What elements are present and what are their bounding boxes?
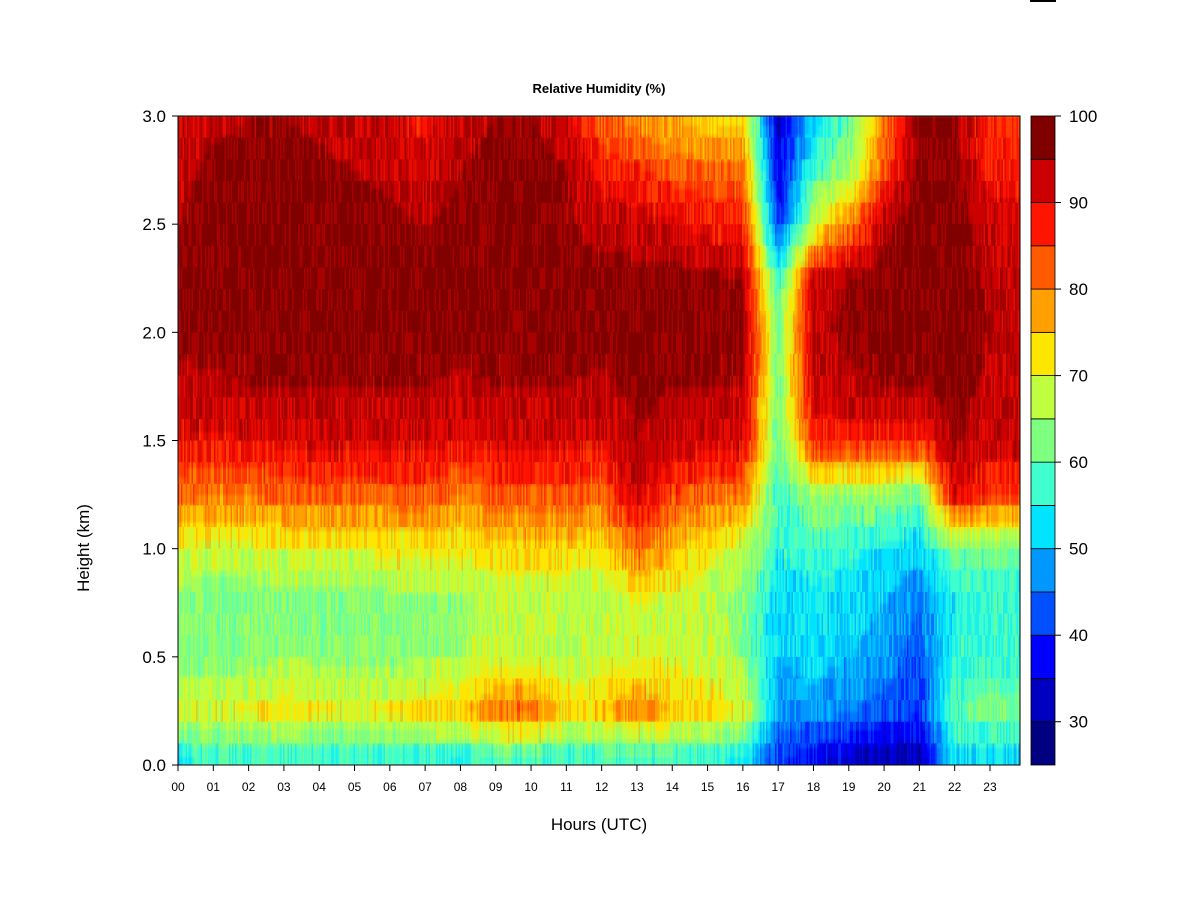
heatmap-plot-area <box>178 116 1020 765</box>
chart-title: Relative Humidity (%) <box>533 81 666 96</box>
